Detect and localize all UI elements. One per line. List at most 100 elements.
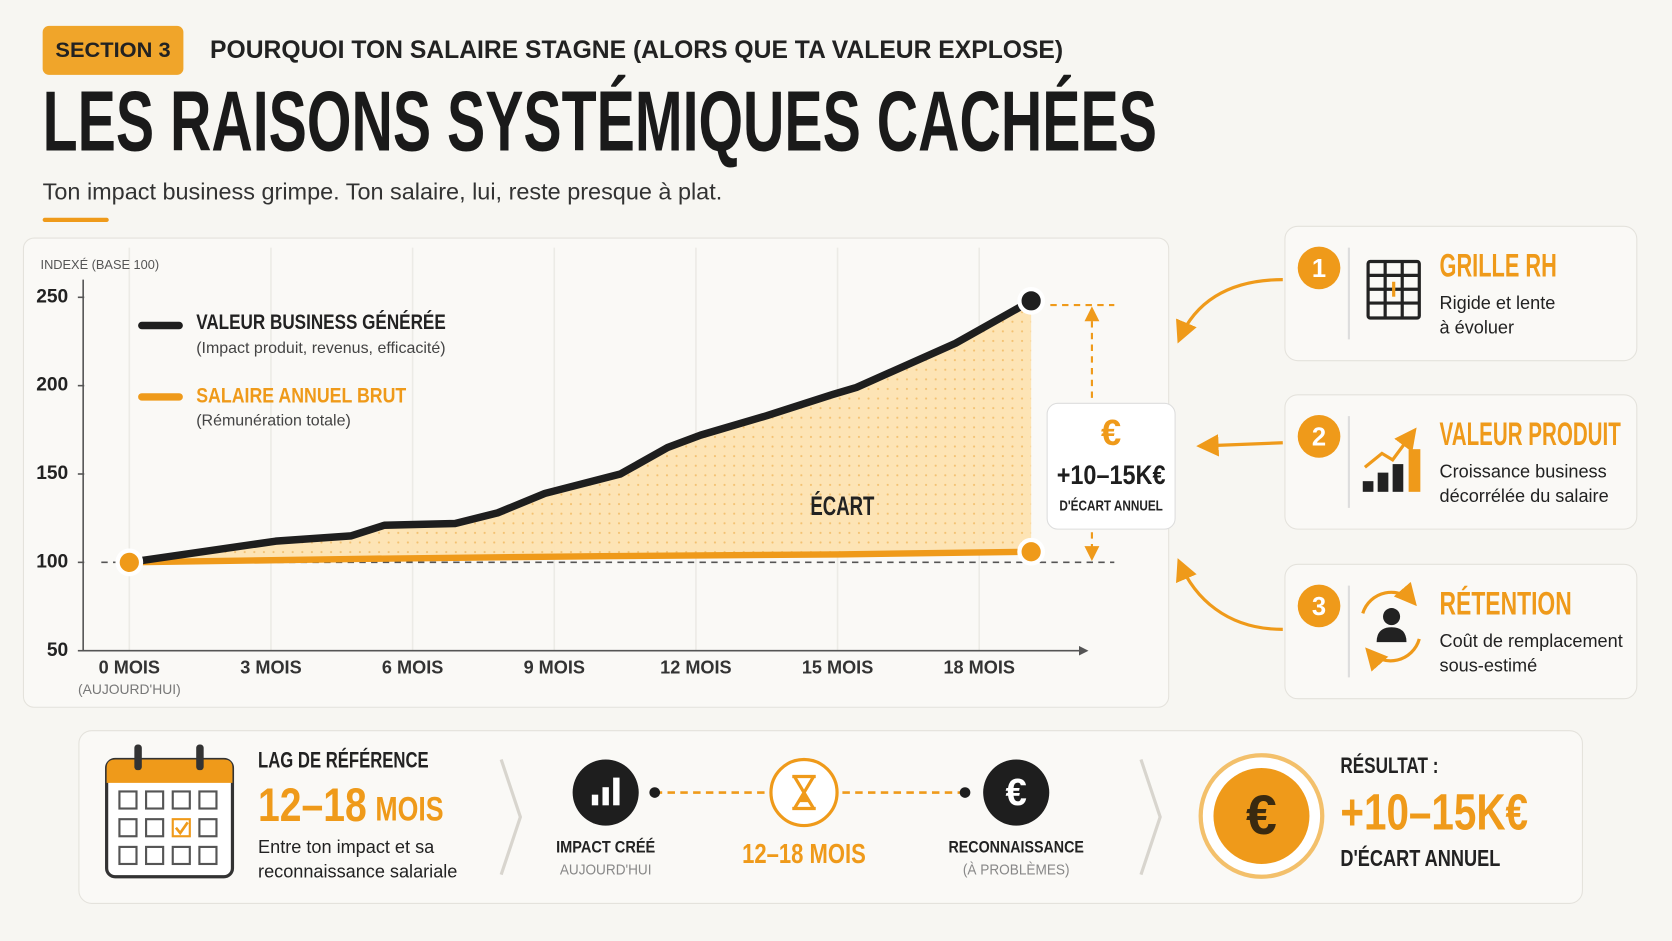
card-part [1383, 608, 1401, 626]
impact-icon-part [591, 794, 599, 806]
lag-title: LAG DE RÉFÉRENCE [258, 748, 429, 773]
calendar-icon-part-part [118, 818, 138, 838]
calendar-icon-part-part [118, 845, 138, 866]
calendar-icon-part-part [198, 818, 218, 838]
tagline: Ton impact business grimpe. Ton salaire,… [43, 178, 723, 204]
section-label: SECTION 3 [55, 38, 170, 62]
calendar-icon-part-part [198, 790, 218, 810]
calendar-icon-part-part [198, 845, 218, 866]
card-part [1284, 394, 1638, 530]
title-underline [42, 217, 109, 223]
impact-icon [572, 759, 639, 826]
calendar-icon-part-part [118, 790, 138, 810]
duration: 12–18 MOIS [742, 838, 866, 869]
card-part [1392, 464, 1404, 492]
hourglass-icon-part [798, 794, 810, 803]
legend-label: VALEUR BUSINESS GÉNÉRÉE [196, 309, 446, 334]
card-part [1377, 472, 1389, 492]
card-number: 1 [1312, 255, 1326, 283]
y-axis-label: INDEXÉ (BASE 100) [41, 257, 160, 272]
card-arrow [1176, 558, 1283, 631]
card-number: 2 [1312, 423, 1326, 451]
calendar-icon-part-part [145, 845, 165, 866]
lag-description: Entre ton impact et sa [258, 837, 435, 857]
gap-icon: € [1101, 412, 1121, 453]
impact-icon-part [613, 777, 620, 806]
calendar-icon-part-part [171, 790, 191, 810]
card-description: décorrélée du salaire [1440, 486, 1609, 506]
x-tick-label: 15 MOIS [802, 658, 873, 678]
lag-unit: MOIS [375, 791, 443, 829]
calendar-icon-part [174, 821, 189, 836]
timeline-connector-part [959, 787, 971, 798]
chevron [1139, 758, 1162, 876]
card-description: à évoluer [1440, 317, 1515, 337]
start-marker [115, 548, 144, 577]
card-part [1297, 246, 1341, 290]
card-part [1297, 415, 1341, 458]
x-tick-label: 0 MOIS [99, 658, 160, 678]
section-tag [42, 25, 184, 75]
calendar-icon-part [118, 790, 218, 866]
timeline-connector-part [649, 787, 661, 798]
card-part [1361, 581, 1417, 614]
end-marker [1017, 286, 1046, 315]
gap-box [1046, 402, 1176, 530]
x-tick-label: 6 MOIS [382, 658, 443, 678]
calendar-icon-part-part [171, 818, 191, 838]
card-title: VALEUR PRODUIT [1440, 416, 1622, 452]
step-label: RECONNAISSANCE [948, 837, 1083, 856]
gap-label: ÉCART [810, 491, 874, 521]
card [1284, 394, 1638, 530]
legend-description: (Rémunération totale) [196, 413, 351, 430]
x-tick-label: 9 MOIS [524, 658, 585, 678]
calendar-icon [105, 744, 235, 879]
x-tick-label: 3 MOIS [240, 658, 301, 678]
result-title: RÉSULTAT : [1340, 753, 1438, 778]
impact-icon-part [602, 787, 609, 806]
calendar-icon-part [196, 744, 204, 771]
y-tick-label: 150 [36, 463, 68, 484]
card-title: GRILLE RH [1440, 247, 1557, 283]
calendar-icon-part [134, 744, 142, 771]
gap-caption: D'ÉCART ANNUEL [1059, 498, 1162, 515]
card-number: 3 [1312, 593, 1326, 621]
card-description: Rigide et lente [1440, 293, 1556, 313]
step-sublabel: AUJOURD'HUI [560, 861, 652, 878]
hourglass-icon-part [792, 774, 816, 811]
card-description: sous-estimé [1440, 655, 1538, 675]
card-part [1365, 638, 1421, 672]
result-icon: € [1246, 784, 1277, 846]
x-tick-note: (AUJOURD'HUI) [78, 681, 181, 697]
y-tick-label: 50 [47, 640, 68, 661]
card-part [1363, 427, 1417, 469]
step-sublabel: (À PROBLÈMES) [963, 861, 1070, 878]
hourglass-icon [769, 757, 839, 828]
lag-description: reconnaissance salariale [258, 861, 457, 881]
gap-value: +10–15K€ [1057, 460, 1166, 490]
calendar-icon-part-part [145, 818, 165, 838]
card-texts: 1 GRILLE RH Rigide et lente à évoluer 2 VALEU… [1312, 247, 1623, 675]
gap-area [129, 300, 1032, 563]
card-part [1297, 584, 1341, 628]
y-tick-label: 200 [36, 375, 68, 396]
legend-description: (Impact produit, revenus, efficacité) [196, 340, 445, 357]
calendar-icon-part [106, 759, 233, 783]
result-coin [1213, 768, 1310, 864]
timeline-panel [78, 730, 1583, 904]
card-part [1362, 481, 1374, 492]
card-title: RÉTENTION [1440, 585, 1572, 621]
timeline-connector [649, 787, 971, 798]
x-tick-label: 12 MOIS [660, 658, 731, 678]
x-tick-label: 18 MOIS [943, 658, 1014, 678]
recognition-icon-glyph: € [1006, 771, 1027, 814]
calendar-icon-part-part [171, 845, 191, 866]
card-description: Coût de remplacement [1440, 631, 1623, 651]
card-part [1408, 449, 1421, 492]
card [1284, 225, 1638, 362]
y-tick-label: 250 [36, 286, 68, 307]
card-arrow [1176, 278, 1283, 344]
card-part [1366, 259, 1421, 320]
